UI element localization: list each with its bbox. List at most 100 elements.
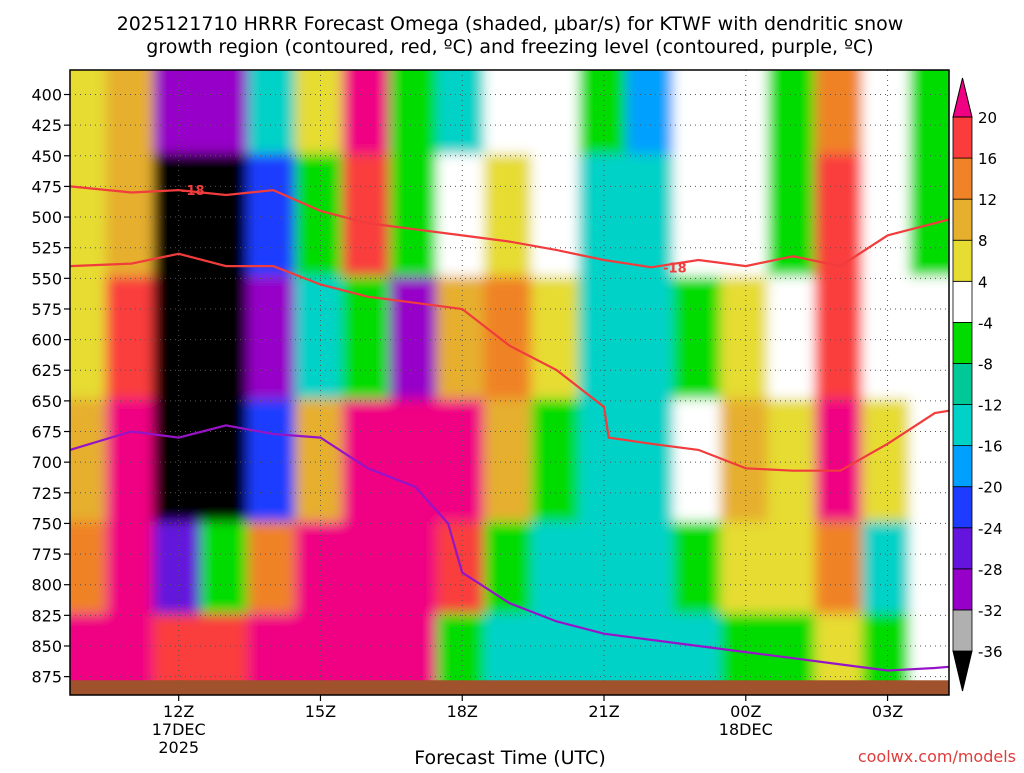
y-axis: 400 425 450 475 500 525 550 575 600 625 650 675 700 7… bbox=[31, 86, 70, 687]
colorbar-swatch bbox=[952, 198, 973, 241]
colorbar-swatch bbox=[952, 609, 973, 652]
x-tick-label: 21Z bbox=[588, 702, 619, 721]
colorbar-label: 12 bbox=[978, 191, 997, 209]
omega-cell bbox=[105, 70, 158, 158]
colorbar-swatch bbox=[952, 404, 973, 447]
y-tick-label: 875 bbox=[31, 668, 62, 687]
colorbar-label: -32 bbox=[978, 602, 1003, 620]
omega-cell bbox=[70, 276, 110, 403]
colorbar-label: -28 bbox=[978, 561, 1003, 579]
x-tick-label: 12Z bbox=[163, 702, 194, 721]
omega-cell bbox=[814, 70, 866, 158]
omega-cell bbox=[105, 398, 158, 526]
omega-cell bbox=[531, 276, 583, 403]
colorbar-swatch bbox=[952, 527, 973, 570]
omega-cell bbox=[294, 70, 347, 158]
x-axis-label: Forecast Time (UTC) bbox=[414, 747, 605, 768]
colorbar-label: -4 bbox=[978, 314, 993, 332]
omega-cell bbox=[389, 70, 441, 158]
y-tick-label: 775 bbox=[31, 545, 62, 564]
grid-lines bbox=[70, 70, 949, 695]
chart-title-line1: 2025121710 HRRR Forecast Omega (shaded, … bbox=[117, 13, 904, 35]
y-tick-label: 600 bbox=[31, 331, 62, 350]
omega-cell bbox=[436, 70, 488, 158]
omega-cell bbox=[767, 521, 819, 618]
omega-cell bbox=[389, 276, 441, 403]
x-tick-date: 17DEC bbox=[152, 720, 206, 739]
x-tick-label: 15Z bbox=[305, 702, 336, 721]
omega-cell bbox=[70, 521, 110, 618]
omega-cell bbox=[153, 70, 205, 158]
colorbar-swatch bbox=[952, 445, 973, 488]
colorbar-swatch bbox=[952, 157, 973, 200]
y-tick-label: 850 bbox=[31, 637, 62, 656]
y-tick-label: 750 bbox=[31, 514, 62, 533]
omega-cell bbox=[625, 70, 677, 158]
omega-cell bbox=[909, 70, 949, 158]
omega-cell bbox=[483, 153, 536, 281]
omega-cell bbox=[389, 521, 441, 618]
contour-lines: -18 -18 bbox=[70, 184, 949, 672]
contour-label: -18 bbox=[663, 261, 687, 276]
omega-cell bbox=[672, 70, 725, 158]
omega-cell bbox=[294, 521, 347, 618]
colorbar-label: 4 bbox=[978, 273, 988, 291]
y-tick-label: 550 bbox=[31, 269, 62, 288]
contour-line bbox=[70, 185, 949, 269]
colorbar: 20 16 12 8 4 -4 -8 -12 -16 -20 -24 -28 -32 -36 bbox=[952, 77, 1003, 692]
colorbar-label: -20 bbox=[978, 479, 1003, 497]
colorbar-label: 16 bbox=[978, 150, 997, 168]
y-tick-label: 475 bbox=[31, 177, 62, 196]
omega-cell bbox=[483, 521, 536, 618]
x-tick-label: 00Z bbox=[730, 702, 761, 721]
omega-cell bbox=[247, 521, 299, 618]
omega-cell bbox=[578, 70, 630, 158]
colorbar-label: -24 bbox=[978, 520, 1003, 538]
x-tick-year: 2025 bbox=[158, 738, 199, 757]
colorbar-swatch bbox=[952, 239, 973, 282]
y-tick-label: 675 bbox=[31, 423, 62, 442]
y-tick-label: 525 bbox=[31, 239, 62, 258]
omega-cell bbox=[814, 521, 866, 618]
y-tick-label: 725 bbox=[31, 484, 62, 503]
omega-cell bbox=[483, 276, 536, 403]
colorbar-label: -8 bbox=[978, 355, 993, 373]
omega-cell bbox=[909, 521, 949, 618]
x-tick-label: 18Z bbox=[447, 702, 478, 721]
omega-cell bbox=[625, 276, 677, 403]
y-tick-label: 800 bbox=[31, 576, 62, 595]
colorbar-label: 20 bbox=[978, 109, 997, 127]
omega-cell bbox=[625, 398, 677, 526]
omega-cell bbox=[483, 398, 536, 526]
omega-cell bbox=[70, 70, 110, 158]
x-tick-date: 18DEC bbox=[719, 720, 773, 739]
plot-frame bbox=[69, 69, 950, 696]
omega-cell bbox=[389, 153, 441, 281]
colorbar-swatch bbox=[952, 486, 973, 529]
colorbar-swatch bbox=[952, 321, 973, 364]
y-tick-label: 625 bbox=[31, 361, 62, 380]
omega-cell bbox=[70, 398, 110, 526]
contour-line bbox=[70, 424, 949, 672]
colorbar-swatch bbox=[952, 116, 973, 159]
omega-cell bbox=[200, 70, 252, 158]
omega-cell bbox=[531, 70, 583, 158]
omega-cell bbox=[672, 521, 725, 618]
omega-cell bbox=[342, 70, 394, 158]
y-tick-label: 650 bbox=[31, 392, 62, 411]
y-tick-label: 825 bbox=[31, 606, 62, 625]
omega-cell bbox=[531, 153, 583, 281]
omega-cell bbox=[767, 70, 819, 158]
omega-cell bbox=[578, 398, 630, 526]
omega-cell bbox=[578, 153, 630, 281]
omega-cell bbox=[531, 398, 583, 526]
y-tick-label: 500 bbox=[31, 208, 62, 227]
omega-cell bbox=[105, 153, 158, 281]
omega-cell bbox=[625, 153, 677, 281]
omega-cell bbox=[578, 276, 630, 403]
omega-shading bbox=[70, 70, 949, 695]
omega-cell bbox=[531, 521, 583, 618]
y-tick-label: 700 bbox=[31, 453, 62, 472]
